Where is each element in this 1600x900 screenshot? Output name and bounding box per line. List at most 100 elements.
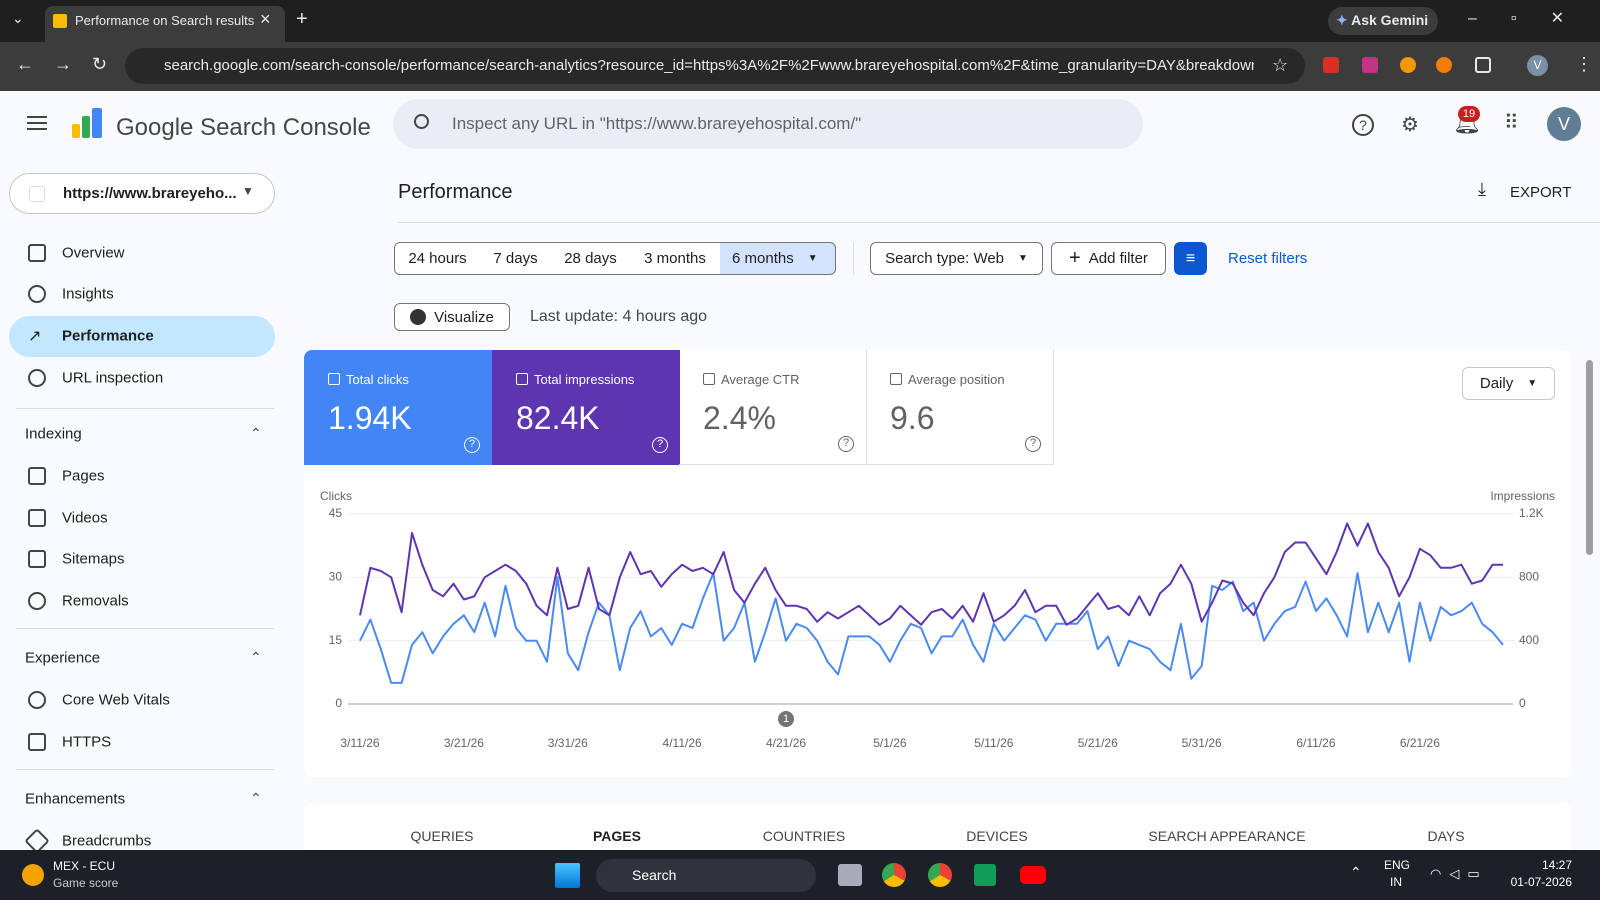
menu-button[interactable] (27, 116, 47, 130)
tab[interactable]: QUERIES (410, 828, 474, 844)
taskbar-app[interactable] (838, 864, 862, 886)
account-avatar[interactable]: V (1547, 107, 1581, 141)
nav-item[interactable]: Overview (62, 244, 125, 262)
extension[interactable] (1362, 57, 1378, 73)
granularity-select[interactable]: Daily ▼ (1462, 367, 1555, 400)
reset-filters[interactable]: Reset filters (1228, 250, 1308, 267)
scrollbar-thumb[interactable] (1586, 360, 1593, 555)
nav-item[interactable]: Sitemaps (62, 550, 125, 568)
section-title[interactable]: Experience (25, 649, 101, 667)
gemini-button[interactable] (1328, 7, 1438, 35)
nav-item[interactable]: Insights (62, 285, 114, 303)
help-button[interactable]: ? (1352, 114, 1374, 136)
date-range-selected[interactable]: 6 months ▼ (720, 242, 836, 275)
metric-label-text: Total impressions (534, 372, 635, 387)
tab-selected[interactable]: PAGES (593, 828, 641, 844)
annotation-marker (778, 711, 795, 727)
collapse[interactable]: ⌃ (250, 425, 262, 441)
property-selector[interactable] (9, 173, 275, 214)
nav-item[interactable]: Pages (62, 467, 105, 485)
url-inspect-box[interactable] (393, 99, 1143, 149)
date-range[interactable]: 7 days (480, 242, 552, 275)
export-icon: ⤓ (1478, 179, 1486, 199)
nav-item[interactable]: Core Web Vitals (62, 691, 170, 709)
date-range[interactable]: 24 hours (394, 242, 481, 275)
section-title[interactable]: Indexing (25, 425, 82, 443)
nav-buttons[interactable]: ←→↻ (16, 54, 128, 74)
tray-chevron[interactable]: ⌃ (1350, 864, 1362, 880)
tab-menu[interactable]: ⌄ (12, 10, 24, 26)
x-tick-label: 3/11/26 (340, 736, 379, 750)
x-tick-label: 5/21/26 (1078, 736, 1118, 750)
nav-item[interactable]: Removals (62, 592, 129, 610)
divider (16, 769, 274, 770)
tab[interactable]: COUNTRIES (762, 828, 846, 844)
help-icon[interactable]: ? (1025, 436, 1041, 452)
metric-label: Average position (890, 372, 1005, 387)
metric-card[interactable]: Average position 9.6? (866, 350, 1054, 465)
tray-icons[interactable]: ◠◁▭ (1430, 866, 1488, 881)
browser-tab[interactable] (45, 6, 285, 42)
omnibox[interactable] (125, 48, 1305, 84)
taskbar-app[interactable] (1020, 866, 1046, 884)
window-controls[interactable]: –▫✕ (1468, 10, 1598, 27)
series-line (359, 522, 1503, 626)
nav-item[interactable]: Breadcrumbs (62, 832, 152, 850)
apps-button[interactable]: ⠿ (1504, 112, 1519, 134)
weather-icon (22, 864, 44, 886)
extension[interactable] (1323, 57, 1339, 73)
taskbar-search[interactable] (596, 859, 816, 892)
date-range[interactable]: 28 days (551, 242, 631, 275)
help-icon[interactable]: ? (464, 437, 480, 453)
add-filter[interactable]: + Add filter (1051, 242, 1166, 275)
metric-card[interactable]: Total clicks 1.94K? (304, 350, 492, 465)
date-range-label: 6 months (732, 250, 794, 267)
tab[interactable]: DAYS (1427, 828, 1465, 844)
bookmark-star[interactable]: ☆ (1272, 55, 1289, 75)
metric-card[interactable]: Total impressions 82.4K? (492, 350, 680, 465)
taskbar-app[interactable] (928, 863, 952, 887)
chrome-menu[interactable]: ⋮ (1575, 54, 1593, 74)
y-axis-title: Clicks (320, 489, 352, 503)
gemini-text: Ask Gemini (1351, 12, 1429, 28)
visualize-button[interactable]: Visualize (394, 303, 510, 331)
nav-item[interactable]: HTTPS (62, 733, 112, 751)
help-icon[interactable]: ? (652, 437, 668, 453)
dropdown-arrow: ▼ (242, 184, 254, 198)
date-range[interactable]: 3 months (630, 242, 721, 275)
property-favicon (29, 186, 45, 202)
extension[interactable] (1400, 57, 1416, 73)
add-filter-label: Add filter (1088, 250, 1148, 267)
tab-title: Performance on Search results (75, 13, 255, 28)
collapse[interactable]: ⌃ (250, 790, 262, 806)
nav-icon (28, 285, 46, 303)
clock-time[interactable]: 14:27 (1541, 858, 1572, 872)
start-button[interactable] (555, 863, 580, 888)
help-icon[interactable]: ? (838, 436, 854, 452)
tab[interactable]: DEVICES (966, 828, 1028, 844)
profile[interactable]: V (1527, 55, 1548, 76)
search-type[interactable]: Search type: Web ▼ (870, 242, 1043, 275)
extensions-menu[interactable] (1475, 57, 1491, 73)
taskbar-app[interactable] (882, 863, 906, 887)
extension[interactable] (1436, 57, 1452, 73)
taskbar-app[interactable] (974, 864, 996, 886)
section-title[interactable]: Enhancements (25, 790, 126, 808)
collapse[interactable]: ⌃ (250, 649, 262, 665)
new-tab[interactable]: + (296, 8, 308, 30)
y-tick-label: 45 (329, 506, 343, 520)
tab-close[interactable]: × (260, 9, 271, 29)
divider (16, 628, 274, 629)
language[interactable]: ENG (1384, 858, 1411, 872)
export-button[interactable]: EXPORT (1510, 184, 1572, 201)
nav-item[interactable]: Videos (62, 509, 108, 527)
metric-card[interactable]: Average CTR 2.4%? (679, 350, 867, 465)
widget-title[interactable]: MEX - ECU (53, 859, 116, 873)
chart: Clicks Impressions 0 15 30 45 0 400 800 1.2K 3/1… (320, 489, 1555, 750)
filter-settings[interactable]: ≡ (1174, 242, 1207, 275)
tab[interactable]: SEARCH APPEARANCE (1148, 828, 1306, 844)
nav-item[interactable]: URL inspection (62, 369, 164, 387)
admin-button[interactable]: ⚙ (1401, 114, 1419, 136)
search-type-label: Search type: Web (885, 250, 1005, 267)
nav-item[interactable]: Performance (62, 327, 154, 345)
